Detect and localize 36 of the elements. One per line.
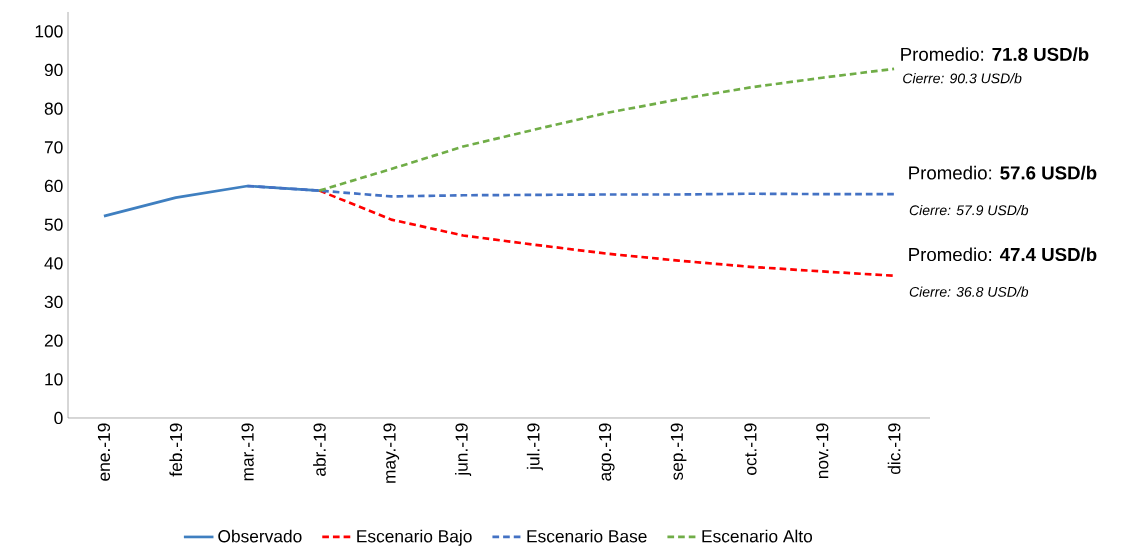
x-tick-label: oct.-19 — [744, 423, 757, 475]
x-tick-label: mar.-19 — [241, 423, 254, 481]
x-tick-label: abr.-19 — [313, 423, 326, 476]
x-tick-label: nov.-19 — [816, 423, 829, 479]
y-tick-label: 100 — [35, 25, 63, 38]
y-tick-label: 30 — [44, 295, 63, 309]
y-tick-label: 20 — [44, 334, 63, 347]
x-tick-label: ene.-19 — [97, 423, 111, 481]
x-tick-label: dic.-19 — [887, 423, 901, 474]
x-tick-label: jun.-19 — [455, 423, 472, 477]
y-tick-label: 80 — [44, 102, 63, 115]
x-tick-label: feb.-19 — [169, 423, 183, 477]
annotation: Promedio: 57.6 USD/b — [909, 165, 1097, 180]
y-tick-label: 0 — [54, 411, 63, 425]
annotation: Cierre: 90.3 USD/b — [903, 73, 1022, 84]
y-tick-label: 90 — [44, 63, 63, 77]
x-tick-label: ago.-19 — [598, 423, 615, 481]
annotation: Promedio: 47.4 USD/b — [909, 247, 1097, 262]
line-series — [246, 184, 896, 198]
legend-label: Observado — [218, 529, 302, 543]
legend-label: Escenario Base — [527, 529, 647, 543]
line-series — [318, 67, 896, 192]
line-series — [318, 189, 896, 278]
legend-label: Escenario Alto — [702, 529, 813, 543]
y-tick-label: 70 — [44, 141, 63, 154]
annotation: Cierre: 36.8 USD/b — [909, 286, 1029, 297]
legend-label: Escenario Bajo — [357, 529, 472, 546]
y-tick-label: 10 — [45, 373, 63, 386]
y-tick-label: 60 — [44, 179, 63, 193]
annotation: Promedio: 71.8 USD/b — [901, 47, 1089, 62]
x-tick-label: jul.-19 — [526, 423, 543, 471]
annotation: Cierre: 57.9 USD/b — [909, 204, 1029, 216]
y-tick-label: 50 — [44, 218, 63, 231]
x-tick-label: sep.-19 — [670, 423, 687, 481]
y-tick-label: 40 — [44, 257, 63, 270]
x-tick-label: may.-19 — [383, 423, 400, 483]
